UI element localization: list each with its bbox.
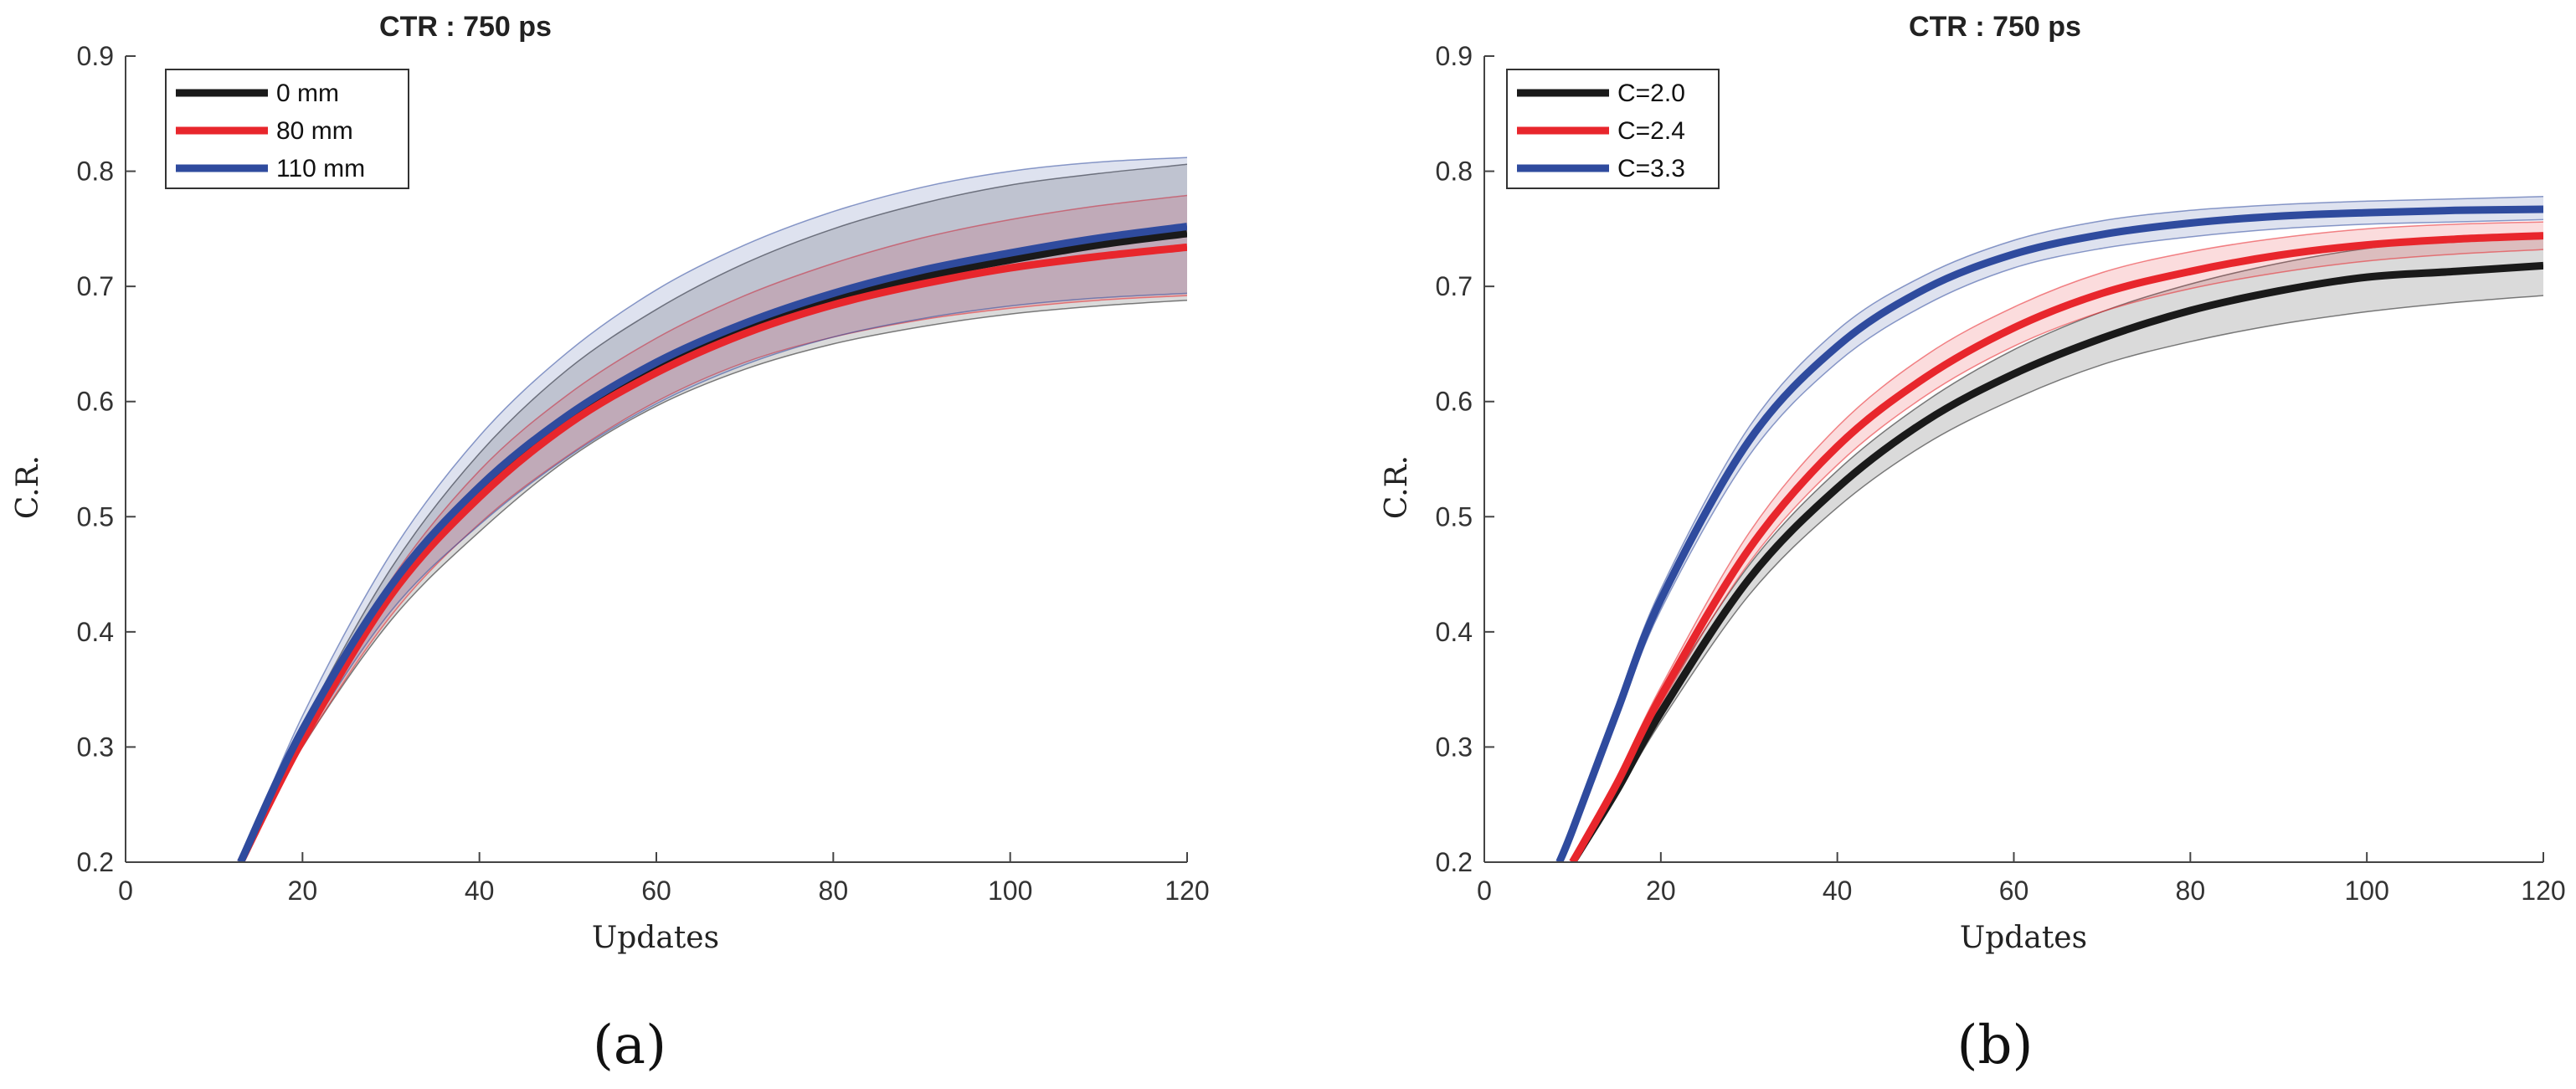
y-tick-label: 0.6 xyxy=(1436,387,1473,417)
x-tick-label: 100 xyxy=(988,876,1032,906)
series-line-80-mm xyxy=(237,243,1187,862)
x-axis-label: Updates xyxy=(1960,921,2087,955)
y-tick-label: 0.4 xyxy=(1436,617,1473,647)
legend-label: C=2.0 xyxy=(1617,80,1685,107)
x-axis-label: Updates xyxy=(592,921,719,955)
legend: 0 mm 80 mm 110 mm xyxy=(165,69,409,189)
legend-label: C=3.3 xyxy=(1617,155,1685,182)
y-tick-label: 0.6 xyxy=(77,387,114,417)
x-tick-label: 60 xyxy=(641,876,671,906)
series-line-c-3-3 xyxy=(1555,205,2543,862)
y-tick-label: 0.9 xyxy=(1436,41,1473,71)
band-lower-80-mm xyxy=(239,295,1187,862)
x-tick-label: 0 xyxy=(1477,876,1492,906)
band-lower-0-mm xyxy=(239,299,1187,862)
x-tick-label: 120 xyxy=(1165,876,1209,906)
legend: C=2.0 C=2.4 C=3.3 xyxy=(1506,69,1720,189)
y-tick-label: 0.7 xyxy=(77,271,114,301)
band-110-mm xyxy=(240,157,1187,862)
y-axis-label: C.R. xyxy=(1380,455,1414,519)
band-lower-110-mm xyxy=(239,292,1187,862)
plot-area xyxy=(1555,196,2543,862)
legend-label: 110 mm xyxy=(276,155,365,182)
legend-label: C=2.4 xyxy=(1617,117,1685,145)
y-axis-label: C.R. xyxy=(11,455,45,519)
band-80-mm xyxy=(240,195,1187,862)
chart-panel-b: CTR : 750 ps Updates C.R. (b) 0 20 40 60 80 1… xyxy=(1380,11,2566,1076)
x-tick-label: 100 xyxy=(2344,876,2388,906)
x-tick-label: 60 xyxy=(1999,876,2029,906)
y-tick-label: 0.7 xyxy=(1436,271,1473,301)
x-tick-label: 80 xyxy=(819,876,849,906)
x-tick-label: 40 xyxy=(1823,876,1853,906)
x-tick-label: 120 xyxy=(2521,876,2565,906)
x-tick-label: 40 xyxy=(465,876,495,906)
y-tick-label: 0.3 xyxy=(77,732,114,762)
series-line-110-mm xyxy=(237,223,1187,862)
y-tick-label: 0.8 xyxy=(77,157,114,187)
series-line-c-2-4 xyxy=(1569,232,2543,862)
chart-panel-a: CTR : 750 ps Updates C.R. (a) 0 20 40 60 80 1… xyxy=(11,11,1210,1076)
x-tick-label: 20 xyxy=(288,876,318,906)
panel-caption: (a) xyxy=(593,1015,666,1076)
band-upper-0-mm xyxy=(239,163,1187,862)
chart-title: CTR : 750 ps xyxy=(379,11,552,43)
band-c-3-3 xyxy=(1559,196,2543,862)
axes: 0 20 40 60 80 100 120 0.2 0.3 0.4 0.5 0.6 0.7 0.8 0.9 xyxy=(1436,41,2566,906)
y-tick-label: 0.8 xyxy=(1436,157,1473,187)
plot-area xyxy=(237,157,1187,862)
y-tick-label: 0.5 xyxy=(1436,501,1473,532)
y-tick-label: 0.2 xyxy=(1436,847,1473,877)
band-lower-c-2-4 xyxy=(1571,249,2543,862)
legend-label: 0 mm xyxy=(276,80,339,107)
legend-label: 80 mm xyxy=(276,117,353,145)
band-c-2-0 xyxy=(1572,233,2543,862)
chart-title: CTR : 750 ps xyxy=(1909,11,2081,43)
panel-caption: (b) xyxy=(1957,1015,2034,1076)
x-tick-label: 0 xyxy=(118,876,133,906)
band-upper-110-mm xyxy=(239,157,1187,862)
y-tick-label: 0.5 xyxy=(77,501,114,532)
series-line-c-2-0 xyxy=(1569,261,2543,862)
y-tick-label: 0.3 xyxy=(1436,732,1473,762)
x-tick-label: 80 xyxy=(2176,876,2206,906)
x-tick-label: 20 xyxy=(1646,876,1676,906)
axes: 0 20 40 60 80 100 120 0.2 0.3 0.4 0.5 0.6 0.7 0.8 0.9 xyxy=(77,41,1210,906)
y-tick-label: 0.4 xyxy=(77,617,114,647)
y-tick-label: 0.9 xyxy=(77,41,114,71)
y-tick-label: 0.2 xyxy=(77,847,114,877)
band-upper-c-2-4 xyxy=(1571,221,2543,862)
band-lower-c-2-0 xyxy=(1571,295,2543,862)
